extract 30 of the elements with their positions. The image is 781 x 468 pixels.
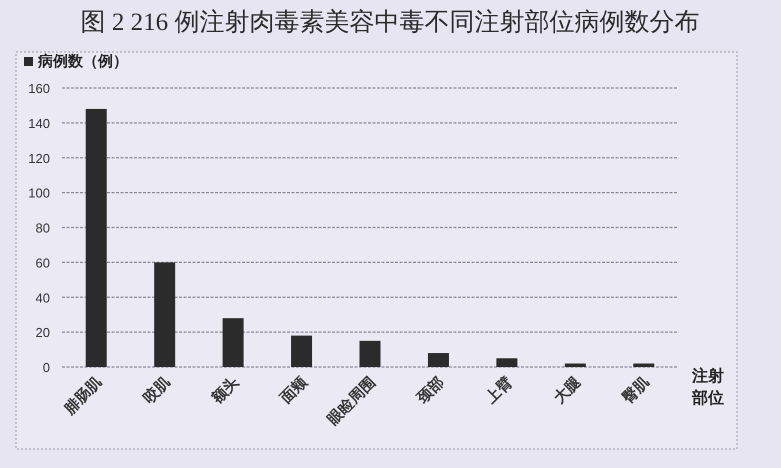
bar [360,340,380,367]
y-tick-label: 40 [36,290,50,306]
y-tick-label: 140 [28,116,50,131]
x-tick-label: 上臂 [481,373,516,408]
y-tick-label: 60 [36,255,50,270]
x-tick-label: 咬肌 [140,373,174,408]
y-tick-label: 100 [28,186,50,201]
y-tick-label: 0 [42,360,50,375]
bar [86,108,107,367]
y-tick-label: 80 [36,220,50,236]
bar [428,353,449,367]
x-tick-label: 颈部 [412,373,448,408]
bar [564,364,586,367]
y-tick-label: 20 [36,325,50,340]
bar [154,262,176,367]
x-axis-title: 注射部位 [692,366,725,409]
y-tick-label: 160 [28,81,50,96]
x-tick-label: 眼睑周围 [324,374,379,428]
bar [496,358,518,367]
x-tick-label: 大腿 [550,373,585,408]
legend-label: 病例数（例） [37,53,128,70]
bar [633,364,654,367]
y-tick-label: 120 [28,150,50,166]
x-tick-label: 面颊 [276,373,312,408]
chart-title: 图 2 216 例注射肉毒素美容中毒不同注射部位病例数分布 [80,8,700,36]
x-tick-label: 额头 [207,373,242,408]
bar [291,336,312,367]
x-tick-label: 腓肠肌 [60,374,106,418]
bar [222,318,244,367]
x-tick-label: 臀肌 [618,374,653,408]
